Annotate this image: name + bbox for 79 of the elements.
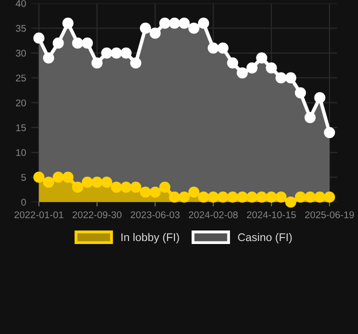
point bbox=[178, 18, 190, 29]
point bbox=[198, 18, 210, 29]
point bbox=[91, 176, 103, 188]
point bbox=[236, 67, 248, 78]
point bbox=[314, 92, 326, 104]
point bbox=[140, 22, 151, 34]
point bbox=[294, 192, 306, 203]
point bbox=[285, 72, 296, 84]
point bbox=[101, 176, 112, 188]
point bbox=[159, 18, 170, 29]
point bbox=[304, 192, 316, 203]
point bbox=[324, 126, 336, 138]
y-tick-label: 20 bbox=[16, 99, 26, 106]
y-tick-label: 25 bbox=[16, 74, 26, 82]
point bbox=[314, 192, 326, 203]
y-tick-label: 15 bbox=[16, 124, 26, 132]
point bbox=[101, 47, 112, 59]
point bbox=[188, 186, 200, 198]
point bbox=[168, 18, 180, 29]
point bbox=[72, 182, 84, 193]
x-tick-label: 2025-06-19 bbox=[305, 211, 354, 218]
point bbox=[227, 57, 238, 69]
point bbox=[130, 57, 142, 69]
point bbox=[304, 112, 316, 124]
point bbox=[43, 52, 54, 64]
point bbox=[217, 192, 228, 203]
point bbox=[236, 192, 248, 203]
point bbox=[72, 38, 84, 49]
point bbox=[110, 47, 122, 59]
legend-label: Casino (FI) bbox=[238, 233, 292, 244]
point bbox=[188, 22, 200, 34]
legend-label: In lobby (FI) bbox=[121, 233, 180, 244]
point bbox=[276, 72, 287, 84]
point bbox=[246, 62, 258, 74]
point bbox=[294, 87, 306, 98]
x-tick-label: 2024-10-15 bbox=[246, 211, 296, 218]
point bbox=[130, 182, 142, 193]
y-tick-label: 0 bbox=[21, 198, 26, 206]
point bbox=[91, 57, 103, 69]
point bbox=[246, 192, 258, 203]
point bbox=[62, 18, 74, 29]
point bbox=[62, 172, 74, 183]
point bbox=[198, 192, 210, 203]
point bbox=[217, 42, 228, 54]
x-tick-label: 2022-09-30 bbox=[72, 211, 122, 218]
point bbox=[82, 176, 93, 188]
point bbox=[227, 192, 238, 203]
x-tick-label: 2023-06-03 bbox=[130, 211, 180, 218]
y-tick-label: 40 bbox=[16, 0, 26, 7]
y-tick-label: 5 bbox=[21, 174, 26, 181]
point bbox=[150, 28, 161, 39]
point bbox=[266, 62, 277, 74]
point bbox=[285, 196, 296, 208]
point bbox=[168, 192, 180, 203]
point bbox=[256, 192, 268, 203]
point bbox=[82, 38, 93, 49]
point bbox=[178, 192, 190, 203]
point bbox=[33, 32, 44, 44]
point bbox=[150, 186, 161, 198]
point bbox=[33, 172, 44, 183]
point bbox=[120, 182, 132, 193]
point bbox=[208, 42, 219, 54]
x-tick-label: 2024-02-08 bbox=[188, 211, 238, 218]
point bbox=[324, 192, 336, 203]
point bbox=[256, 52, 268, 64]
point bbox=[159, 182, 170, 193]
point bbox=[140, 186, 151, 198]
y-tick-label: 10 bbox=[16, 149, 26, 156]
point bbox=[43, 176, 54, 188]
x-tick-label: 2022-01-01 bbox=[14, 211, 64, 218]
point bbox=[266, 192, 277, 203]
point bbox=[120, 47, 132, 59]
point bbox=[208, 192, 219, 203]
y-tick-label: 35 bbox=[16, 24, 26, 32]
point bbox=[52, 38, 64, 49]
point bbox=[276, 192, 287, 203]
point bbox=[110, 182, 122, 193]
y-tick-label: 30 bbox=[16, 50, 26, 57]
point bbox=[52, 172, 64, 183]
